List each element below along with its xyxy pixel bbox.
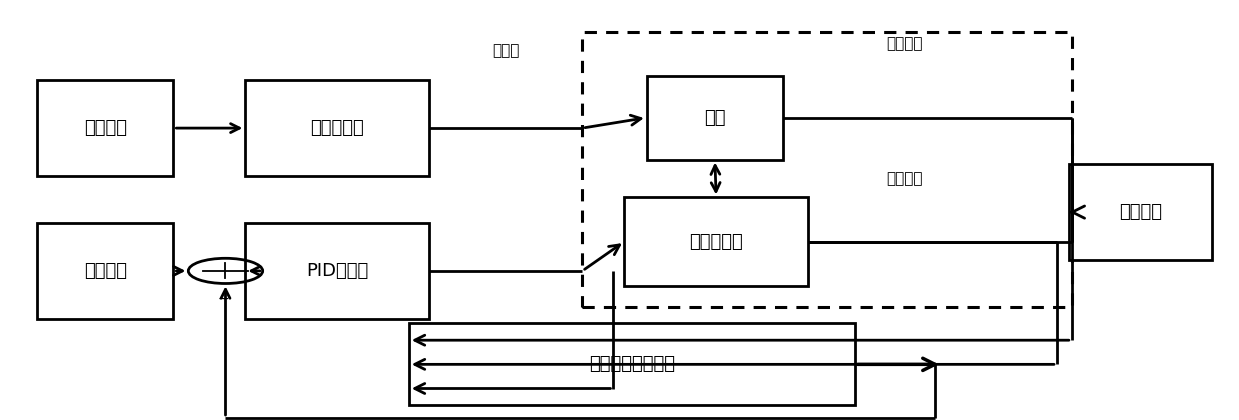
Text: 滑块位移: 滑块位移 [886,37,923,52]
Text: PID控制器: PID控制器 [306,262,368,280]
FancyBboxPatch shape [37,80,173,176]
FancyBboxPatch shape [37,223,173,319]
Text: −: − [218,292,229,306]
Text: 末端振动: 末端振动 [886,171,923,186]
Text: 柔性机械臂: 柔性机械臂 [689,233,743,250]
FancyBboxPatch shape [1069,164,1212,260]
Text: 运动控制卡: 运动控制卡 [310,119,364,137]
Text: 振动观测方程模块: 振动观测方程模块 [589,355,675,373]
FancyBboxPatch shape [647,76,783,160]
Text: 实际状态: 实际状态 [1119,203,1162,221]
FancyBboxPatch shape [624,197,808,286]
Text: 滑块: 滑块 [704,109,726,126]
Text: 驱动力: 驱动力 [492,43,519,58]
FancyBboxPatch shape [245,223,429,319]
FancyBboxPatch shape [245,80,429,176]
Text: 理想信号: 理想信号 [84,262,126,280]
FancyBboxPatch shape [409,323,855,405]
Text: 位置指令: 位置指令 [84,119,126,137]
